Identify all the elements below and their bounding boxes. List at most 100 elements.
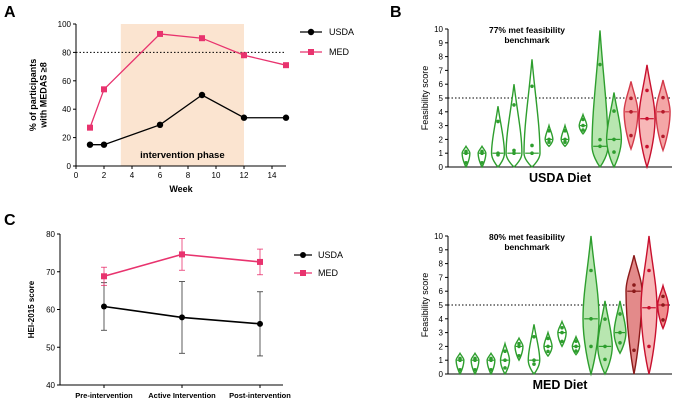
- violin-point: [647, 268, 651, 273]
- violin-point: [589, 268, 593, 273]
- y-tick-label: 10: [434, 232, 443, 241]
- violin: [514, 336, 524, 362]
- y-tick-label: 9: [439, 246, 444, 255]
- legend-label: MED: [318, 268, 339, 278]
- data-point-usda: [240, 114, 248, 121]
- violin-point: [560, 339, 564, 344]
- violin-point: [618, 330, 622, 335]
- violin-point: [574, 344, 578, 349]
- x-tick-label: 6: [158, 171, 163, 180]
- y-tick-label: 9: [439, 39, 444, 48]
- data-point-usda: [282, 114, 290, 121]
- violin-point: [661, 134, 665, 139]
- violin-point: [503, 358, 507, 363]
- violin-point: [661, 318, 665, 322]
- y-tick-label: 3: [439, 122, 444, 131]
- x-tick-label: 4: [130, 171, 135, 180]
- violin-point: [603, 317, 607, 321]
- y-tick-label: 3: [439, 329, 444, 338]
- violin: [591, 30, 609, 169]
- y-tick-label: 80: [62, 48, 71, 57]
- violin-point: [489, 356, 493, 361]
- x-tick-label: 12: [240, 171, 249, 180]
- y-tick-label: 6: [439, 80, 444, 89]
- violin: [597, 300, 613, 376]
- y-tick-label: 20: [62, 134, 71, 143]
- violin-point: [496, 153, 500, 157]
- y-tick-label: 0: [439, 163, 444, 172]
- y-tick-label: 7: [439, 273, 444, 282]
- violin-point: [645, 88, 649, 93]
- violin-point: [458, 356, 462, 361]
- violin-point: [503, 366, 507, 370]
- y-tick-label: 10: [434, 25, 443, 34]
- x-tick-label: 0: [74, 171, 79, 180]
- violin-point: [563, 137, 567, 142]
- x-tick-label: Active Intervention: [148, 391, 216, 400]
- violin-point: [546, 349, 550, 354]
- data-point-med: [199, 35, 205, 42]
- panel-label-b: B: [390, 4, 402, 21]
- x-tick-label: 14: [268, 171, 277, 180]
- y-tick-label: 40: [46, 381, 55, 390]
- series-line-med: [89, 33, 287, 128]
- violin-point: [581, 128, 585, 132]
- data-point-usda: [100, 141, 108, 148]
- data-point-usda: [156, 121, 164, 129]
- data-point-med: [157, 30, 163, 37]
- violin-point: [574, 339, 578, 344]
- violin-point: [547, 128, 551, 133]
- x-tick-label: Pre-intervention: [75, 391, 133, 400]
- data-point-med: [101, 86, 107, 93]
- y-tick-label: 100: [58, 20, 72, 29]
- y-tick-label: 4: [439, 108, 444, 117]
- chart-a: intervention phase 0 20 40 60 80 100 0 2 4 6 8 10 12 1…: [28, 20, 354, 194]
- violin: [470, 351, 480, 376]
- y-tick-label: 70: [46, 268, 55, 277]
- violin-point: [503, 349, 507, 354]
- y-tick-label: 4: [439, 315, 444, 324]
- chart-title-line: benchmark: [504, 35, 550, 45]
- violin-point: [629, 96, 633, 101]
- violin-point: [464, 161, 468, 165]
- violin-point: [661, 294, 665, 299]
- violin: [638, 64, 656, 170]
- violin-point: [661, 95, 665, 100]
- violin-point: [563, 140, 567, 144]
- violin: [560, 122, 570, 148]
- violin-point: [574, 349, 578, 353]
- violin-point: [618, 341, 622, 345]
- legend-marker: [300, 252, 306, 258]
- y-axis-label: HEI-2015 score: [27, 280, 36, 338]
- legend-marker: [300, 270, 306, 276]
- panel-label-c: C: [4, 212, 16, 229]
- violin-point: [547, 137, 551, 142]
- violin-point: [612, 109, 616, 113]
- violin-point: [647, 305, 651, 310]
- violin-point: [598, 62, 602, 67]
- violin: [625, 255, 643, 375]
- violin-point: [480, 149, 484, 154]
- y-axis-label-line: % of participants: [28, 59, 38, 132]
- violin: [505, 84, 523, 168]
- violin: [657, 283, 669, 331]
- violin: [477, 144, 487, 169]
- y-tick-label: 60: [46, 306, 55, 315]
- violin-point: [530, 143, 534, 148]
- violin-point: [512, 151, 516, 155]
- violin-point: [632, 348, 636, 353]
- data-point-med: [283, 62, 289, 69]
- violin-point: [629, 133, 633, 138]
- shade-label: intervention phase: [140, 150, 224, 161]
- chart-title: 80% met feasibility benchmark: [489, 232, 565, 252]
- chart-title-line: 77% met feasibility: [489, 25, 565, 35]
- violin-point: [645, 116, 649, 121]
- violin: [461, 144, 471, 169]
- y-tick-label: 0: [67, 162, 72, 171]
- violin-point: [598, 144, 602, 149]
- y-tick-label: 2: [439, 342, 444, 351]
- legend-label: USDA: [329, 27, 354, 37]
- violin-point: [603, 344, 607, 349]
- data-point-med: [257, 258, 263, 265]
- violin: [605, 92, 623, 169]
